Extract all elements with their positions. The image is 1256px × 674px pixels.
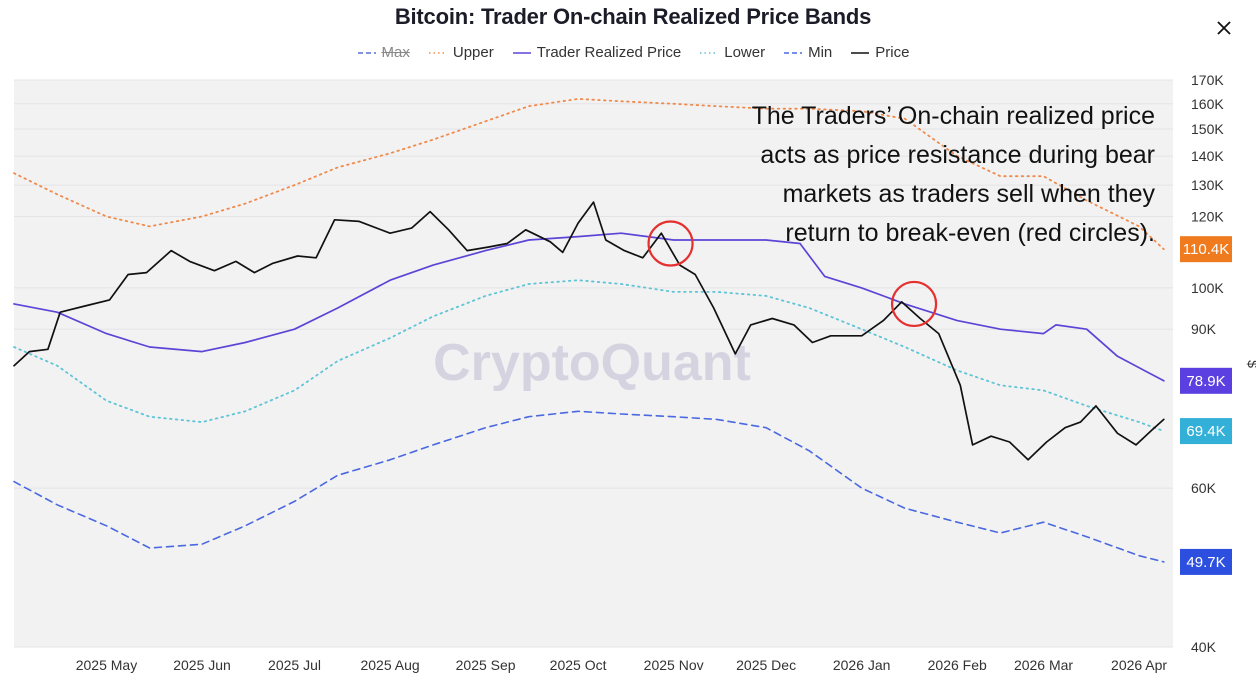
legend-swatch <box>357 51 376 54</box>
legend-swatch <box>512 51 531 54</box>
legend-label: Lower <box>724 44 766 61</box>
end-value-tag <box>1180 367 1232 394</box>
end-value-label: 110.4K <box>1183 241 1229 258</box>
y-tick-label: 130K <box>1191 177 1224 193</box>
legend-label: Min <box>808 44 833 61</box>
end-value-tag <box>1180 548 1232 575</box>
legend-label: Upper <box>452 44 494 61</box>
x-tick-label: 2025 Nov <box>644 657 704 673</box>
annotation-line: return to break-even (red circles). <box>785 219 1155 247</box>
series-line-lower <box>13 279 1165 432</box>
y-tick-label: 160K <box>1191 96 1224 112</box>
end-value-label: 69.4K <box>1186 423 1225 440</box>
annotation-line: acts as price resistance during bear <box>760 141 1155 169</box>
series-line-trader-realized-price <box>13 232 1165 382</box>
y-tick-label: 90K <box>1191 321 1217 337</box>
end-value-tag <box>1180 236 1232 263</box>
legend-label: Trader Realized Price <box>536 44 682 61</box>
legend-label: Price <box>875 44 910 61</box>
y-tick-label: 140K <box>1191 148 1224 164</box>
legend-swatch <box>784 51 803 54</box>
x-tick-label: 2025 Oct <box>550 657 607 673</box>
x-tick-label: 2025 May <box>76 657 137 673</box>
legend-swatch <box>700 51 719 54</box>
legend-item-price[interactable]: Price <box>850 44 909 61</box>
x-tick-label: 2025 Jul <box>268 657 321 673</box>
x-tick-label: 2026 Feb <box>928 657 987 673</box>
legend-item-max[interactable]: Max <box>357 44 410 61</box>
series-line-min <box>13 410 1165 563</box>
x-tick-label: 2025 Jun <box>173 657 231 673</box>
watermark-logo: CryptoQuant <box>433 334 751 392</box>
end-value-label: 49.7K <box>1186 554 1225 571</box>
series-line-price <box>13 201 1165 461</box>
plot-area <box>14 80 1173 647</box>
legend-label: Max <box>381 44 410 61</box>
close-icon <box>1217 21 1231 35</box>
annotation-line: markets as traders sell when they <box>783 180 1156 208</box>
x-tick-label: 2026 Mar <box>1014 657 1073 673</box>
legend-item-upper[interactable]: Upper <box>428 44 494 61</box>
x-tick-label: 2025 Aug <box>360 657 419 673</box>
y-tick-label: 150K <box>1191 121 1224 137</box>
series-line-upper <box>13 98 1165 251</box>
highlight-circle <box>890 280 938 328</box>
x-tick-label: 2026 Apr <box>1111 657 1167 673</box>
y-tick-label: 120K <box>1191 208 1224 224</box>
legend-swatch <box>851 51 870 54</box>
end-value-label: 78.9K <box>1186 373 1225 390</box>
y-axis-unit: $ <box>1245 360 1256 368</box>
y-tick-label: 60K <box>1191 480 1217 496</box>
close-button[interactable] <box>1212 16 1236 40</box>
y-tick-label: 40K <box>1191 639 1217 655</box>
legend-item-lower[interactable]: Lower <box>699 44 765 61</box>
annotation-line: The Traders’ On-chain realized price <box>752 102 1155 130</box>
end-value-tag <box>1180 418 1232 445</box>
legend-swatch <box>428 51 447 54</box>
legend-item-trader-realized-price[interactable]: Trader Realized Price <box>512 44 682 61</box>
x-tick-label: 2026 Jan <box>833 657 891 673</box>
legend-item-min[interactable]: Min <box>783 44 832 61</box>
chart-title: Bitcoin: Trader On-chain Realized Price … <box>394 4 872 29</box>
highlight-circle <box>647 220 694 267</box>
y-tick-label: 100K <box>1191 280 1224 296</box>
x-tick-label: 2025 Dec <box>736 657 796 673</box>
x-tick-label: 2025 Sep <box>456 657 516 673</box>
chart-legend: Max Upper Trader Realized Price Lower Min Pri… <box>0 44 1256 61</box>
y-tick-label: 170K <box>1191 72 1224 88</box>
